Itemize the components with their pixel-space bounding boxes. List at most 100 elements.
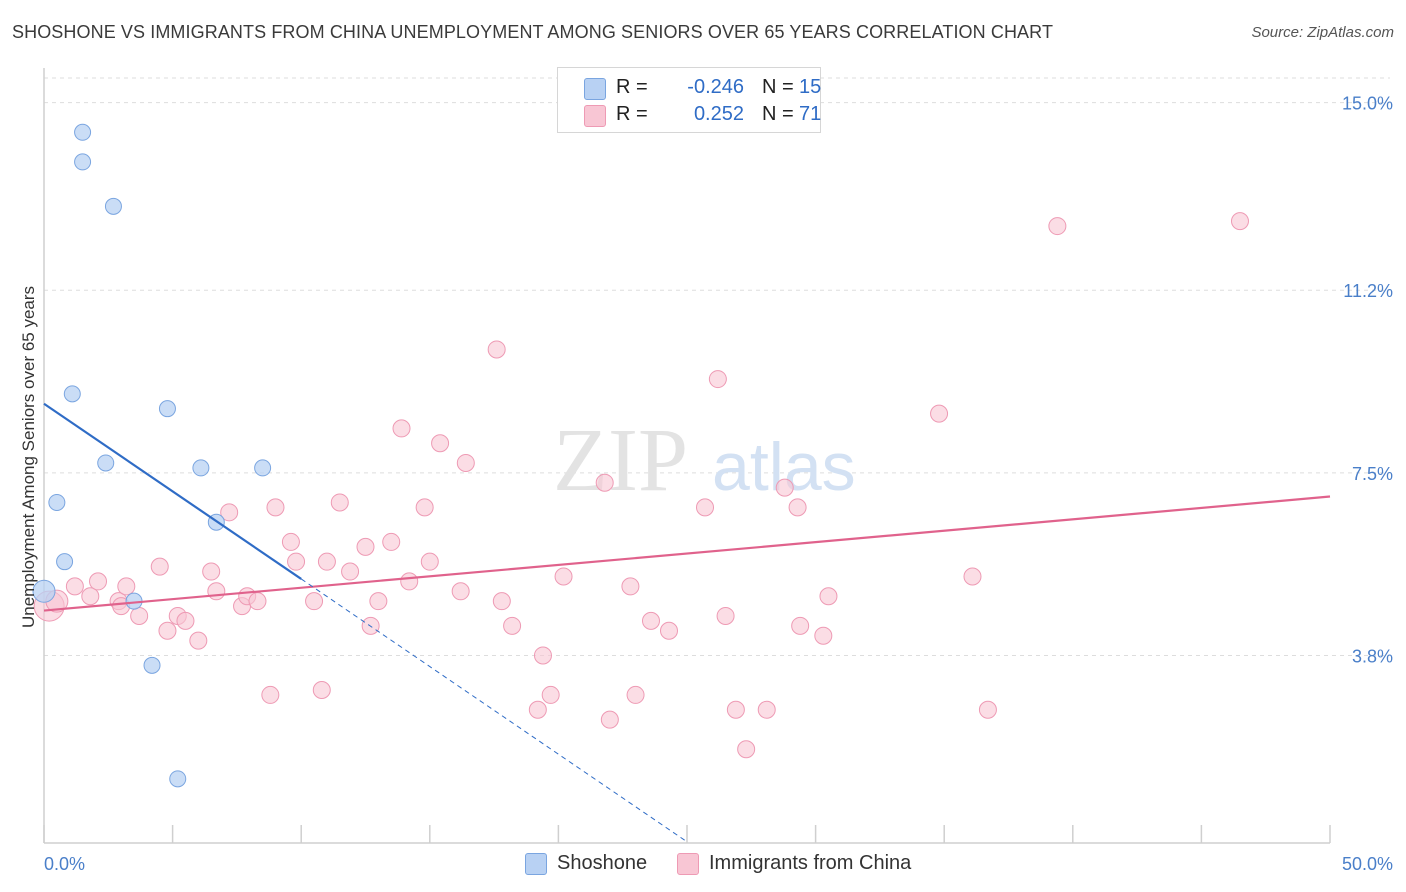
- china-point: [305, 592, 324, 611]
- china-point: [716, 606, 735, 625]
- china-point: [528, 700, 547, 719]
- shoshone-point: [74, 123, 92, 141]
- china-point: [130, 606, 149, 625]
- china-point: [207, 582, 226, 601]
- shoshone-points: [32, 123, 272, 788]
- china-point: [89, 572, 108, 591]
- legend-r-label: R =: [616, 76, 648, 98]
- china-point: [330, 493, 349, 512]
- y-axis-label: Unemployment Among Seniors over 65 years: [19, 286, 38, 628]
- china-point: [978, 700, 997, 719]
- china-point: [814, 626, 833, 645]
- shoshone-point: [254, 459, 272, 477]
- china-point: [626, 685, 645, 704]
- tick-labels: 3.8% 7.5% 11.2% 15.0% 0.0% 50.0%: [44, 94, 1393, 874]
- china-point: [158, 621, 177, 640]
- china-point: [431, 434, 450, 453]
- shoshone-point: [32, 579, 56, 603]
- china-point: [420, 552, 439, 571]
- shoshone-point: [56, 553, 74, 571]
- china-point: [492, 592, 511, 611]
- y-tick-label: 3.8%: [1352, 646, 1393, 666]
- legend-n-value: 71: [799, 103, 822, 125]
- correlation-legend: R = -0.246 N = 15 R = 0.252 N = 71: [557, 67, 821, 133]
- china-point: [963, 567, 982, 586]
- china-point: [595, 473, 614, 492]
- china-point: [81, 587, 100, 606]
- legend-n-label: N =: [762, 76, 794, 98]
- china-point: [312, 681, 331, 699]
- y-tick-label: 15.0%: [1342, 94, 1393, 114]
- china-point: [487, 340, 506, 359]
- china-point: [176, 611, 195, 630]
- legend-n-value: 15: [799, 76, 822, 98]
- china-point: [189, 631, 208, 650]
- y-tick-label: 11.2%: [1343, 281, 1393, 301]
- china-point: [392, 419, 411, 438]
- china-point: [737, 740, 756, 759]
- china-point: [554, 567, 573, 586]
- china-point: [1048, 217, 1067, 236]
- shoshone-point: [192, 459, 210, 477]
- china-point: [382, 532, 401, 551]
- china-point: [757, 700, 776, 719]
- legend-label: Immigrants from China: [709, 852, 912, 874]
- shoshone-point: [63, 385, 81, 403]
- china-point: [533, 646, 552, 665]
- china-point: [503, 616, 522, 635]
- shoshone-trend-line: [43, 402, 302, 580]
- china-swatch: [677, 853, 699, 875]
- shoshone-point: [158, 400, 176, 418]
- shoshone-swatch: [525, 853, 547, 875]
- china-point: [415, 498, 434, 517]
- shoshone-point: [74, 153, 92, 171]
- china-point: [659, 621, 678, 640]
- china-point: [341, 562, 360, 581]
- source-credit: Source: ZipAtlas.com: [1251, 24, 1394, 41]
- china-point: [261, 685, 280, 704]
- china-point: [281, 532, 300, 551]
- china-point: [1230, 212, 1249, 231]
- china-point: [696, 498, 715, 517]
- china-point: [266, 498, 285, 517]
- shoshone-point: [104, 197, 122, 215]
- china-point: [248, 592, 267, 611]
- x-tick-label: 0.0%: [44, 854, 85, 874]
- grid-lines: [44, 77, 1390, 656]
- china-point: [65, 577, 84, 596]
- china-point: [150, 557, 169, 576]
- legend-r-label: R =: [616, 103, 648, 125]
- china-point: [117, 577, 136, 596]
- china-point: [726, 700, 745, 719]
- axes: [43, 68, 1331, 844]
- china-point: [641, 611, 660, 630]
- china-point: [621, 577, 640, 596]
- china-point: [456, 453, 475, 472]
- china-point: [451, 582, 470, 601]
- y-tick-label: 7.5%: [1352, 464, 1393, 484]
- shoshone-point: [169, 770, 187, 788]
- legend-r-value: 0.252: [693, 103, 744, 125]
- chart-title: SHOSHONE VS IMMIGRANTS FROM CHINA UNEMPL…: [12, 22, 1054, 42]
- china-point: [775, 478, 794, 497]
- china-trend-line: [43, 495, 1331, 612]
- shoshone-point: [48, 493, 66, 511]
- china-point: [400, 572, 419, 591]
- china-point: [791, 616, 810, 635]
- china-point: [220, 503, 239, 522]
- shoshone-swatch: [584, 78, 606, 100]
- shoshone-trend-extension: [300, 578, 688, 843]
- china-point: [541, 685, 560, 704]
- legend-label: Shoshone: [557, 852, 648, 874]
- china-point: [930, 404, 949, 423]
- watermark: ZIP atlas: [553, 411, 856, 510]
- shoshone-point: [143, 656, 161, 674]
- trend-lines: [43, 402, 1331, 843]
- china-point: [600, 710, 619, 729]
- china-point: [708, 370, 727, 389]
- china-point: [356, 537, 375, 556]
- china-point: [369, 592, 388, 611]
- china-points: [33, 212, 1249, 759]
- china-point: [819, 587, 838, 606]
